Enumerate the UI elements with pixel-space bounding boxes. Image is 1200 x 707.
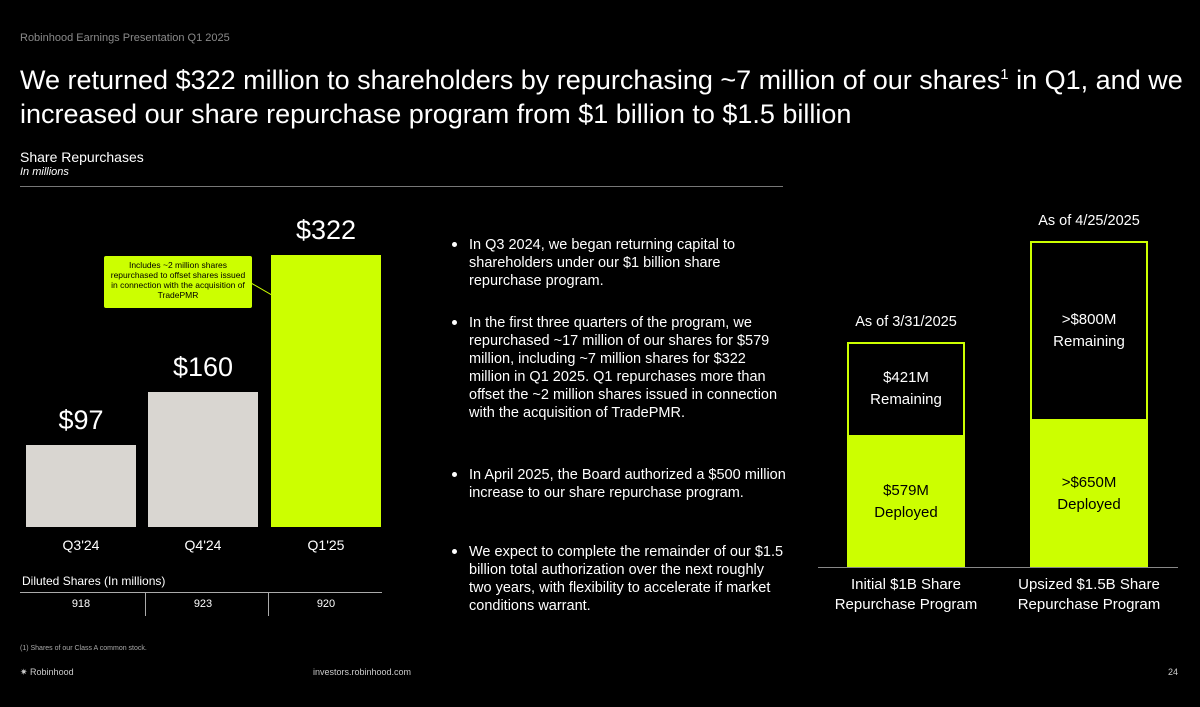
segment-name: Deployed xyxy=(1057,495,1121,513)
section-title: Share Repurchases xyxy=(20,149,144,165)
segment-name: Remaining xyxy=(1053,332,1125,350)
value-label: >$800M xyxy=(1061,310,1117,328)
segment xyxy=(847,342,965,437)
segment xyxy=(847,436,965,567)
title-text: We returned $322 million to shareholders… xyxy=(20,65,1001,95)
brand-text: Robinhood xyxy=(30,667,74,677)
value-label: $160 xyxy=(172,351,234,382)
url: investors.robinhood.com xyxy=(313,667,412,677)
value-label: >$650M xyxy=(1061,473,1117,491)
bullet-dot xyxy=(452,320,457,325)
title: We returned $322 million to shareholders… xyxy=(20,58,1190,131)
segment-name: Deployed xyxy=(874,503,938,521)
value-label: $421M xyxy=(883,369,929,387)
category-label: Upsized $1.5B Share Repurchase Program xyxy=(1017,576,1161,613)
table-line xyxy=(20,592,382,593)
value-label: $322 xyxy=(295,215,357,245)
section-subtitle: In millions xyxy=(20,166,69,178)
header: Robinhood Earnings Presentation Q1 2025 xyxy=(20,32,230,44)
value-label: $579M xyxy=(883,481,929,499)
segment xyxy=(1030,240,1148,421)
value-label: $97 xyxy=(58,405,104,436)
column-header: As of 3/31/2025 xyxy=(855,314,957,330)
bullet-text: We expect to complete the remainder of o… xyxy=(469,544,784,614)
bullet-text: In the first three quarters of the progr… xyxy=(469,315,778,421)
table-separator xyxy=(268,592,269,616)
title-text: in Q1, and we increased our share repurc… xyxy=(20,65,1183,129)
baseline xyxy=(818,567,1178,568)
category-label: Q4'24 xyxy=(184,537,222,553)
bullet-text: In April 2025, the Board authorized a $5… xyxy=(469,467,786,501)
bar xyxy=(271,255,381,527)
footnote: (1) Shares of our Class A common stock. xyxy=(20,645,147,652)
bullet-dot xyxy=(452,472,457,477)
diluted-value: 918 xyxy=(71,598,91,610)
footnote-mark: 1 xyxy=(1000,66,1009,83)
bullet-text: In Q3 2024, we began returning capital t… xyxy=(469,237,736,289)
table-separator xyxy=(145,592,146,616)
bar xyxy=(148,391,258,527)
column-header: As of 4/25/2025 xyxy=(1038,212,1140,229)
diluted-label: Diluted Shares (In millions) xyxy=(22,574,166,588)
bar xyxy=(26,445,136,527)
bullet-dot xyxy=(452,549,457,554)
segment xyxy=(1030,420,1148,567)
page-number: 24 xyxy=(1168,667,1179,677)
segment-name: Remaining xyxy=(870,391,942,409)
category-label: Initial $1B Share Repurchase Program xyxy=(834,576,978,613)
annotation: Includes ~2 million shares repurchased t… xyxy=(104,256,252,308)
diluted-value: 923 xyxy=(193,598,213,610)
diluted-value: 920 xyxy=(316,598,336,610)
divider xyxy=(20,186,783,187)
category-label: Q1'25 xyxy=(307,537,345,553)
category-label: Q3'24 xyxy=(62,537,100,553)
brand: ✷ Robinhood xyxy=(20,667,74,677)
bullet-dot xyxy=(452,242,457,247)
